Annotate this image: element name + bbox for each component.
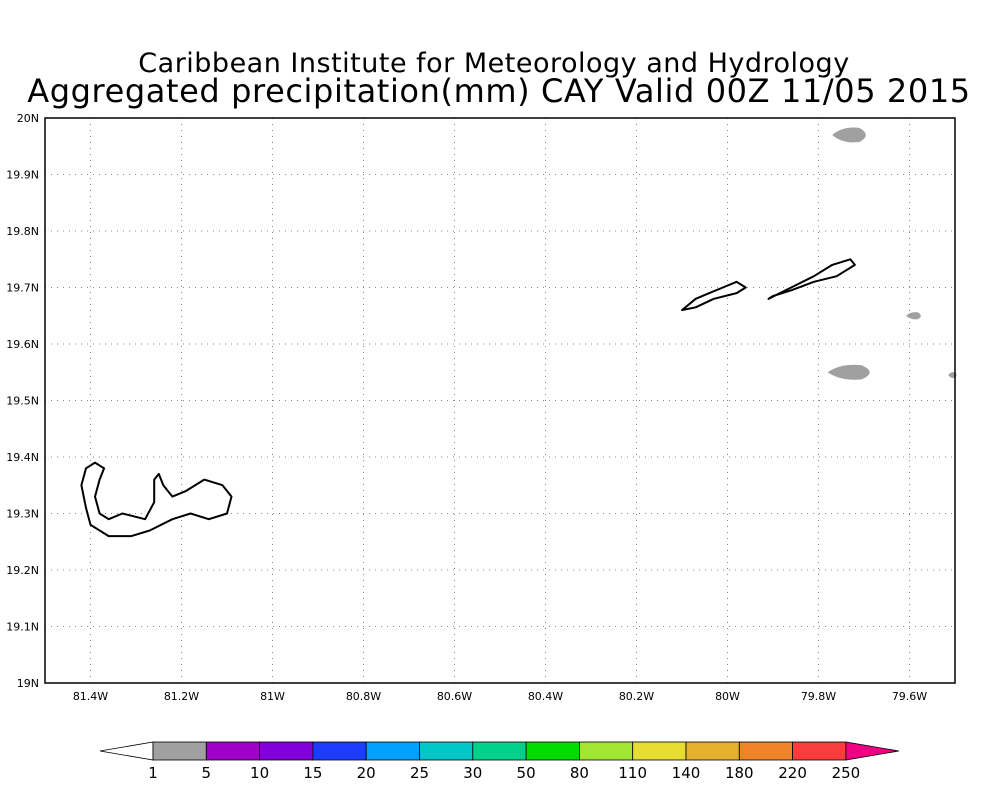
lat-tick-label: 19N: [17, 677, 39, 690]
lon-tick-label: 81W: [260, 690, 285, 703]
colorbar-swatch: [579, 741, 634, 761]
colorbar-over-triangle: [845, 741, 899, 761]
colorbar-label: 15: [303, 764, 322, 782]
colorbar-label: 25: [410, 764, 429, 782]
lat-tick-label: 19.8N: [6, 225, 39, 238]
colorbar-swatch: [205, 741, 261, 761]
colorbar-swatch: [685, 741, 740, 761]
lat-tick-label: 19.1N: [6, 621, 39, 634]
colorbar-label: 180: [725, 764, 754, 782]
colorbar-swatch: [152, 741, 207, 761]
colorbar-label: 140: [672, 764, 701, 782]
colorbar-swatch: [259, 741, 314, 761]
colorbar-label: 5: [202, 764, 212, 782]
lat-tick-label: 20N: [17, 112, 39, 125]
precip-area: [832, 127, 866, 143]
colorbar-swatch: [525, 741, 580, 761]
colorbar-swatch: [472, 741, 527, 761]
lon-tick-label: 79.6W: [892, 690, 927, 703]
title-line-2: Aggregated precipitation(mm) CAY Valid 0…: [27, 72, 971, 110]
precip-area: [906, 312, 921, 320]
lon-tick-label: 80W: [715, 690, 740, 703]
precip-area: [827, 364, 870, 380]
lon-tick-label: 81.4W: [73, 690, 108, 703]
colorbar-label: 50: [517, 764, 536, 782]
colorbar-swatch: [632, 741, 687, 761]
lon-tick-label: 80.4W: [528, 690, 563, 703]
colorbar-label: 1: [148, 764, 158, 782]
lat-tick-label: 19.3N: [6, 508, 39, 521]
cayman-brac-outline: [767, 258, 856, 300]
lat-tick-label: 19.9N: [6, 169, 39, 182]
lon-tick-label: 80.2W: [619, 690, 654, 703]
lon-tick-label: 80.8W: [346, 690, 381, 703]
lat-tick-label: 19.4N: [6, 451, 39, 464]
precip-areas: [827, 127, 957, 380]
colorbar-label: 80: [570, 764, 589, 782]
little-cayman-outline: [681, 280, 747, 312]
lat-tick-label: 19.7N: [6, 282, 39, 295]
lat-tick-label: 19.5N: [6, 395, 39, 408]
colorbar-swatch: [738, 741, 793, 761]
lon-tick-labels: 81.4W 81.2W 81W 80.8W 80.6W 80.4W 80.2W 80W 79.8…: [73, 690, 927, 703]
lat-tick-label: 19.2N: [6, 564, 39, 577]
colorbar-swatch: [419, 741, 474, 761]
colorbar-label: 110: [618, 764, 647, 782]
lon-tick-label: 81.2W: [164, 690, 199, 703]
lat-tick-label: 19.6N: [6, 338, 39, 351]
colorbar-label: 10: [250, 764, 269, 782]
colorbar-swatch: [365, 741, 420, 761]
colorbar: 1 5 10 15 20 25 30 50 80 110 140 180 220 250: [99, 741, 899, 782]
colorbar-under-triangle: [99, 741, 154, 761]
colorbar-label: 250: [832, 764, 861, 782]
lat-tick-labels: 20N 19.9N 19.8N 19.7N 19.6N 19.5N 19.4N 19.3N 19…: [6, 112, 39, 690]
grid-lines: [45, 118, 955, 683]
colorbar-label: 220: [778, 764, 807, 782]
title-line-1: Caribbean Institute for Meteorology and …: [138, 48, 850, 79]
colorbar-label: 30: [463, 764, 482, 782]
island-outlines: [80, 258, 856, 538]
lon-tick-label: 79.8W: [801, 690, 836, 703]
grand-cayman-outline: [80, 461, 233, 538]
colorbar-swatch: [792, 741, 847, 761]
colorbar-swatch: [312, 741, 367, 761]
map-frame: [44, 117, 956, 684]
lon-tick-label: 80.6W: [437, 690, 472, 703]
colorbar-label: 20: [357, 764, 376, 782]
